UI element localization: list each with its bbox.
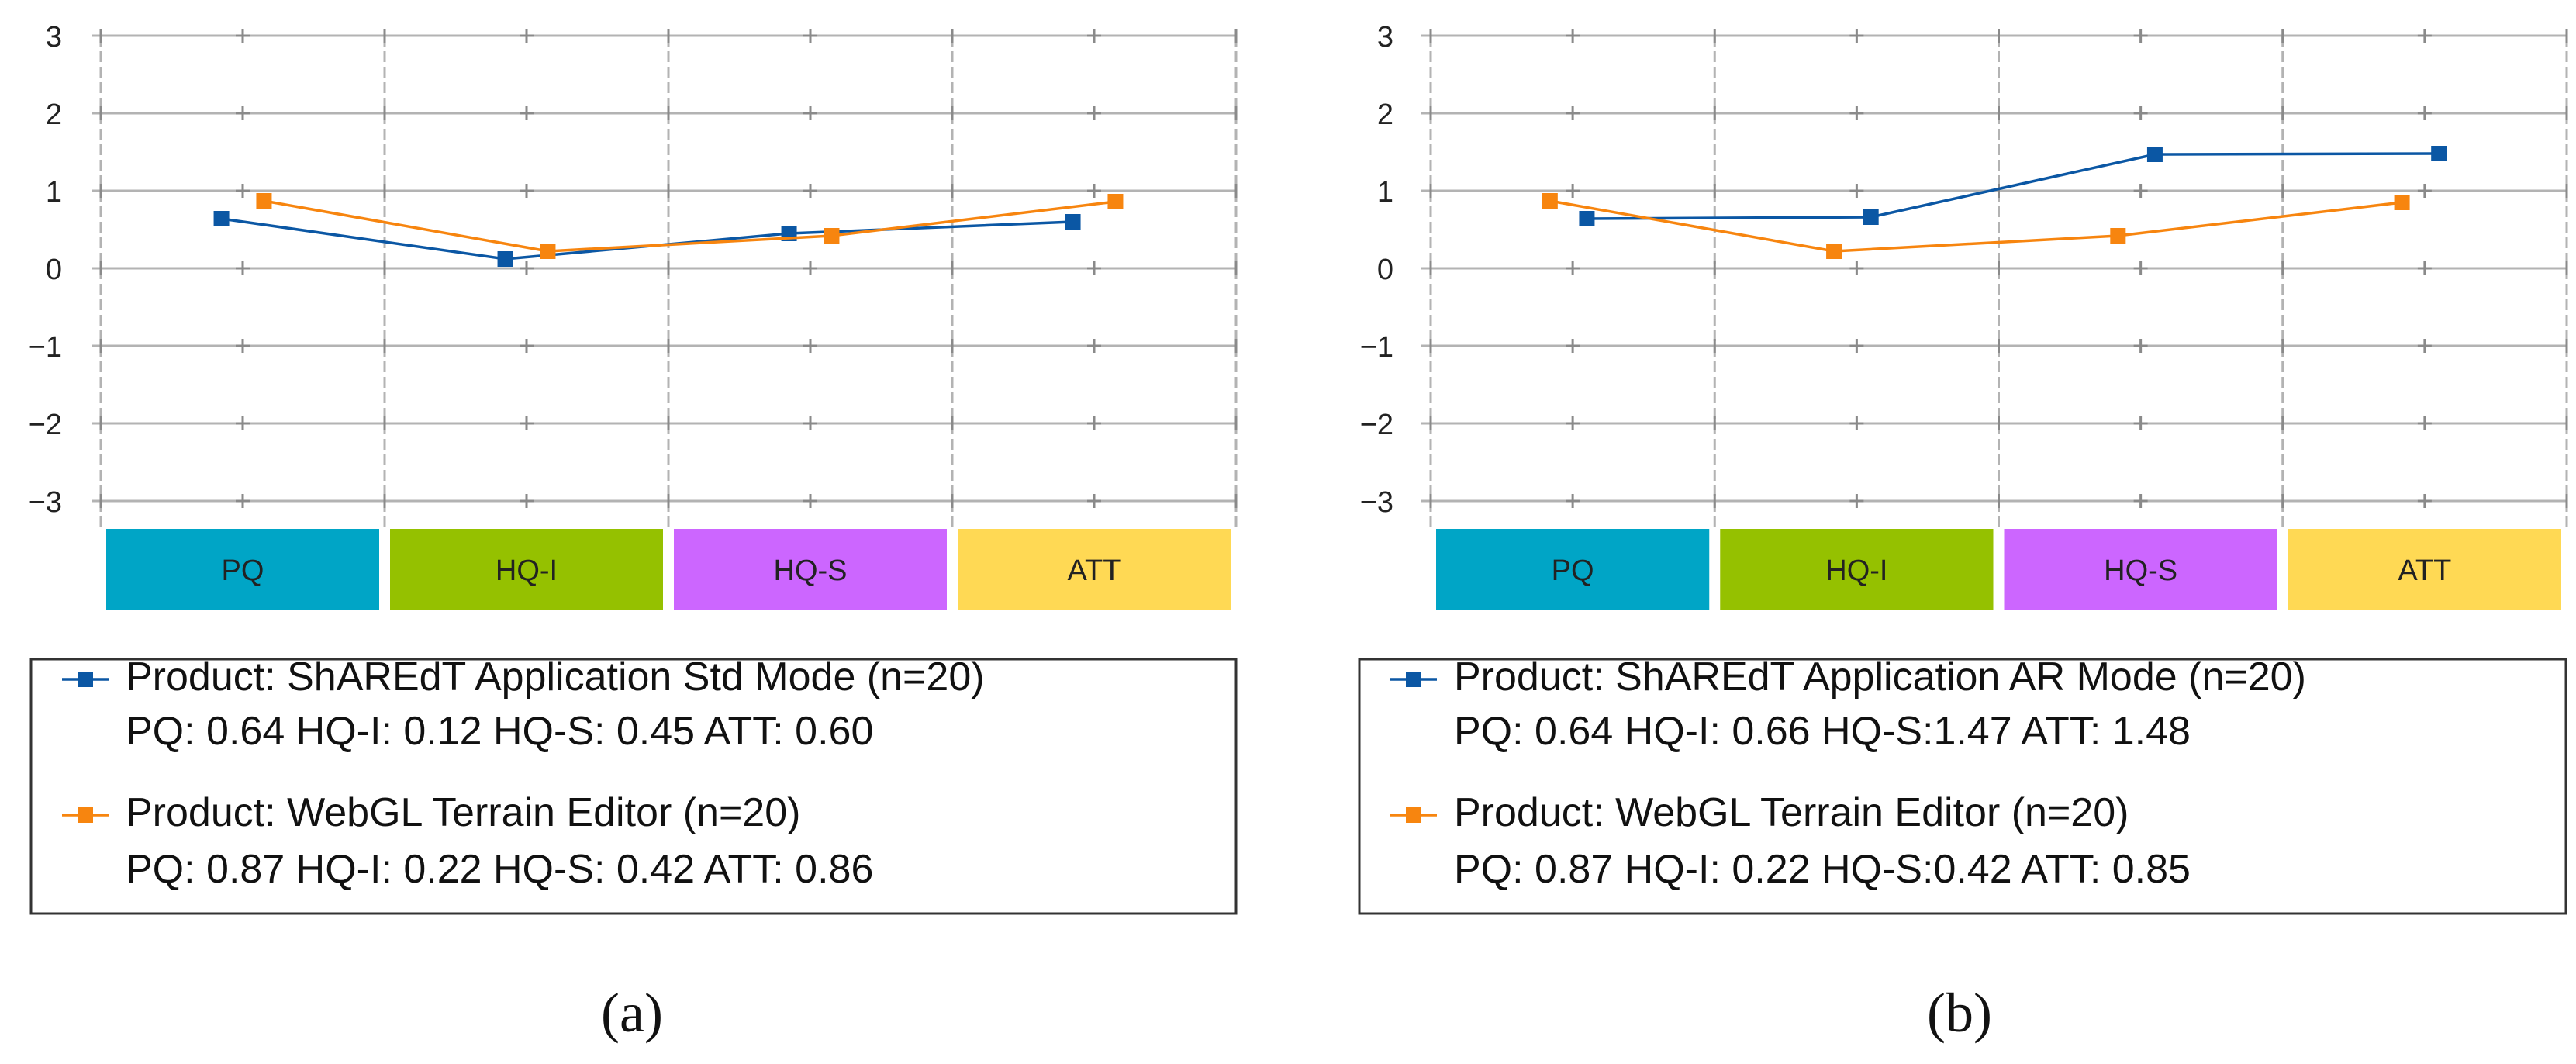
category-label-hq-s: HQ-S: [2104, 554, 2177, 587]
chart-panel-a: 3 2 1 0 −1 −2 −3 PQ HQ-I HQ-S ATT Product: ShAREdT …: [29, 21, 1238, 1044]
figure-caption: (a): [601, 982, 663, 1044]
category-box-pq: [1436, 529, 1710, 610]
series-line-2: [264, 199, 1116, 253]
category-box-pq: [106, 529, 379, 610]
category-label-att: ATT: [1068, 554, 1121, 587]
category-box-att: [958, 529, 1231, 610]
chart-panel-b: 3 2 1 0 −1 −2 −3 PQ HQ-I HQ-S ATT Product: ShAREdT …: [1358, 21, 2568, 1044]
y-tick-label: 0: [46, 254, 62, 286]
legend-series-summary: PQ: 0.87 HQ-I: 0.22 HQ-S:0.42 ATT: 0.85: [1454, 847, 2191, 892]
data-point-hq-i: [497, 251, 513, 267]
data-point-hq-i: [1863, 209, 1879, 225]
legend-series-name: Product: WebGL Terrain Editor (n=20): [1454, 790, 2129, 835]
y-tick-label: 3: [46, 21, 62, 54]
data-point-pq: [213, 211, 230, 226]
y-tick-label: −2: [29, 409, 62, 441]
legend-series-summary: PQ: 0.87 HQ-I: 0.22 HQ-S: 0.42 ATT: 0.86: [126, 847, 873, 892]
series-line-2: [1549, 199, 2402, 253]
category-label-pq: PQ: [222, 554, 264, 587]
data-point-hq-i: [540, 244, 556, 259]
legend-box: [1358, 658, 2567, 915]
legend-box: [29, 658, 1238, 915]
category-label-hq-i: HQ-I: [1825, 554, 1887, 587]
series-line-1: [1587, 152, 2440, 220]
legend-series-name: Product: ShAREdT Application Std Mode (n…: [126, 655, 985, 700]
data-point-att: [2394, 195, 2410, 210]
legend-series-summary: PQ: 0.64 HQ-I: 0.12 HQ-S: 0.45 ATT: 0.60: [126, 709, 873, 754]
figure-caption: (b): [1927, 982, 1992, 1044]
data-point-pq: [1579, 211, 1595, 226]
y-tick-label: −1: [29, 331, 62, 364]
category-box-att: [2288, 529, 2561, 610]
y-tick-label: −1: [1360, 331, 1393, 364]
y-tick-label: 3: [1377, 21, 1393, 54]
y-tick-label: 2: [1377, 98, 1393, 131]
data-point-hq-s: [2146, 147, 2163, 162]
y-tick-label: 0: [1377, 254, 1393, 286]
category-box-hq-i: [390, 529, 663, 610]
y-tick-label: −3: [29, 486, 62, 519]
data-point-hq-i: [1826, 244, 1842, 259]
category-label-hq-s: HQ-S: [774, 554, 848, 587]
data-point-att: [1065, 214, 1081, 230]
legend-swatch-marker: [1406, 807, 1421, 823]
series-line-1: [221, 217, 1073, 261]
legend-series-name: Product: WebGL Terrain Editor (n=20): [126, 790, 800, 835]
y-tick-label: −2: [1360, 409, 1393, 441]
legend-swatch-marker: [78, 807, 93, 823]
legend-series-summary: PQ: 0.64 HQ-I: 0.66 HQ-S:1.47 ATT: 1.48: [1454, 709, 2191, 754]
data-point-pq: [1542, 193, 1558, 209]
y-tick-label: 1: [1377, 176, 1393, 209]
category-box-hq-s: [674, 529, 947, 610]
data-point-hq-s: [824, 228, 840, 244]
category-label-pq: PQ: [1552, 554, 1594, 587]
y-tick-label: −3: [1360, 486, 1393, 519]
data-point-pq: [256, 193, 272, 209]
legend-swatch-marker: [78, 672, 93, 687]
legend-swatch-marker: [1406, 672, 1421, 687]
data-point-hq-s: [2110, 228, 2126, 244]
data-point-att: [1107, 194, 1124, 209]
y-tick-label: 1: [46, 176, 62, 209]
category-label-hq-i: HQ-I: [496, 554, 558, 587]
category-box-hq-s: [2004, 529, 2277, 610]
category-label-att: ATT: [2398, 554, 2451, 587]
data-point-att: [2431, 146, 2447, 161]
category-box-hq-i: [1720, 529, 1994, 610]
y-tick-label: 2: [46, 98, 62, 131]
legend-series-name: Product: ShAREdT Application AR Mode (n=…: [1454, 655, 2306, 700]
